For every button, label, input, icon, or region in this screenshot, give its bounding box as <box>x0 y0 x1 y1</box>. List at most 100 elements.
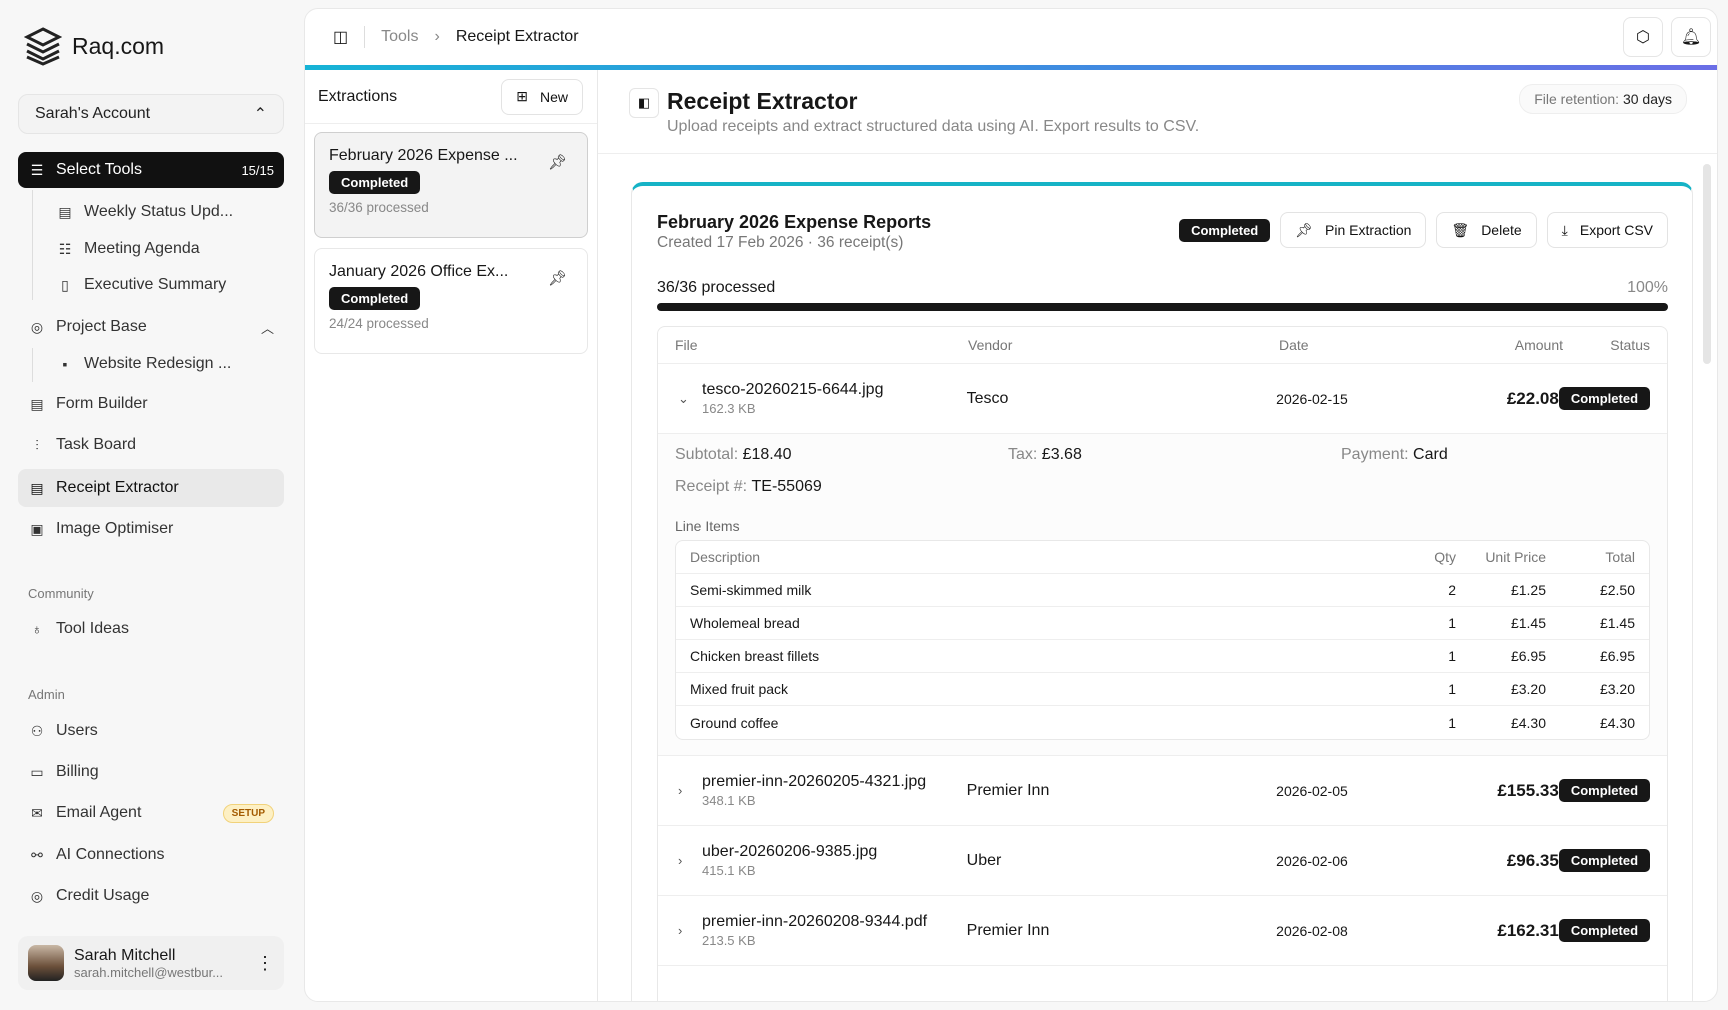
extraction-item[interactable]: January 2026 Office Ex... Completed 24/2… <box>314 248 588 354</box>
image-icon: ▣ <box>30 520 44 537</box>
line-cell: £1.45 <box>1599 615 1635 631</box>
chevron-up-icon[interactable]: ︿ <box>260 320 274 336</box>
coins-icon: ◎ <box>30 887 44 904</box>
sidebar-item-project-base[interactable]: ◎ Project Base ︿ <box>18 309 284 345</box>
vendor: Premier Inn <box>966 921 1050 939</box>
sidebar-item-executive-summary[interactable]: ▯ Executive Summary <box>46 267 284 303</box>
table-row[interactable]: › premier-inn-20260208-9344.pdf 213.5 KB … <box>658 896 1667 966</box>
line-cell: £1.25 <box>1510 582 1546 598</box>
table-row[interactable]: ⌄ tesco-20260215-6644.jpg 162.3 KB Tesco … <box>658 364 1667 434</box>
chevron-right-icon[interactable]: › <box>678 783 683 798</box>
more-vertical-icon[interactable]: ⋮ <box>256 952 274 973</box>
sidebar-item-task-board[interactable]: ⫶ Task Board <box>18 427 284 463</box>
label: Email Agent <box>56 804 142 821</box>
line-item-row: Chicken breast fillets 1 £6.95 £6.95 <box>676 640 1649 673</box>
value: £18.40 <box>742 446 792 463</box>
label: Project Base <box>56 318 147 335</box>
progress-percent: 100% <box>1627 279 1668 296</box>
status-badge: Completed <box>1558 919 1651 942</box>
logo[interactable]: Raq.com <box>24 26 164 66</box>
extractions-title: Extractions <box>318 87 398 105</box>
notifications-button[interactable]: 🔔︎ <box>1671 17 1711 57</box>
breadcrumb-current: Receipt Extractor <box>455 28 579 45</box>
file-size: 162.3 KB <box>702 401 756 416</box>
table-row[interactable]: › premier-inn-20260205-4321.jpg 348.1 KB … <box>658 756 1667 826</box>
credit-card-icon: ▭ <box>30 763 44 780</box>
date: 2026-02-06 <box>1276 852 1348 869</box>
receipt-detail: Subtotal: £18.40 Tax: £3.68 Payment: Car… <box>658 434 1667 756</box>
line-col: Qty <box>1434 549 1456 565</box>
label: Task Board <box>56 436 137 453</box>
sidebar-item-receipt-extractor[interactable]: ▤ Receipt Extractor <box>18 469 284 507</box>
label: AI Connections <box>56 846 165 863</box>
new-extraction-button[interactable]: ⊞ New <box>501 78 583 115</box>
col-file[interactable]: File <box>675 337 698 353</box>
package-search-button[interactable]: ⬡ <box>1623 17 1663 57</box>
subtotal: Subtotal: £18.40 <box>675 446 792 464</box>
pin-icon[interactable]: 📌︎ <box>547 270 567 287</box>
extraction-item[interactable]: February 2026 Expense ... Completed 36/3… <box>314 132 588 238</box>
col-amount[interactable]: Amount <box>1514 337 1563 353</box>
sidebar-item-billing[interactable]: ▭ Billing <box>18 754 284 790</box>
clipboard-list-icon: ▤ <box>30 395 44 412</box>
date: 2026-02-08 <box>1276 922 1348 939</box>
report-title: February 2026 Expense Reports <box>657 212 932 232</box>
progress-fill <box>657 303 1668 311</box>
export-csv-button[interactable]: ⤓ Export CSV <box>1546 212 1668 248</box>
receipt-icon: ▤ <box>30 479 44 496</box>
line-item-row: Mixed fruit pack 1 £3.20 £3.20 <box>676 673 1649 706</box>
label: Export CSV <box>1579 222 1653 238</box>
file-name: premier-inn-20260205-4321.jpg <box>702 773 927 790</box>
line-items-header: Description Qty Unit Price Total <box>676 541 1649 574</box>
tree-line <box>32 348 33 382</box>
compass-icon: ◎ <box>30 318 44 335</box>
amount: £96.35 <box>1506 850 1559 870</box>
label: Meeting Agenda <box>84 240 200 257</box>
breadcrumb-tools[interactable]: Tools <box>381 28 419 45</box>
sidebar-item-users[interactable]: ⚇ Users <box>18 713 284 749</box>
chevron-right-icon[interactable]: › <box>678 853 683 868</box>
sidebar-item-meeting-agenda[interactable]: ☷ Meeting Agenda <box>46 231 284 267</box>
col-vendor[interactable]: Vendor <box>968 337 1013 353</box>
chevron-down-icon[interactable]: ⌄ <box>678 390 689 406</box>
pin-extraction-button[interactable]: 📌︎ Pin Extraction <box>1280 212 1427 248</box>
sidebar-item-credit-usage[interactable]: ◎ Credit Usage <box>18 878 284 914</box>
label: Weekly Status Upd... <box>84 203 234 220</box>
setup-badge: SETUP <box>222 803 274 823</box>
sidebar-item-tool-ideas[interactable]: ♁ Tool Ideas <box>18 611 284 647</box>
user-email: sarah.mitchell@westbur... <box>74 964 224 980</box>
kanban-icon: ⫶ <box>35 436 39 453</box>
sidebar-toggle-icon[interactable]: ◫ <box>333 29 349 46</box>
line-cell: 1 <box>1448 615 1456 631</box>
scrollbar[interactable] <box>1703 164 1711 364</box>
sidebar-item-image-optimiser[interactable]: ▣ Image Optimiser <box>18 511 284 547</box>
account-name: Sarah's Account <box>35 105 151 122</box>
pin-icon[interactable]: 📌︎ <box>547 154 567 171</box>
sidebar-item-form-builder[interactable]: ▤ Form Builder <box>18 386 284 422</box>
user-card[interactable]: Sarah Mitchell sarah.mitchell@westbur... … <box>18 936 284 990</box>
line-cell: 2 <box>1448 582 1456 598</box>
brand-name: Raq.com <box>72 32 165 59</box>
sidebar-item-select-tools[interactable]: ☰ Select Tools 15/15 <box>18 152 284 188</box>
panel-toggle-icon[interactable]: ◧ <box>629 88 659 118</box>
package-search-icon: ⬡ <box>1636 29 1650 46</box>
account-switcher[interactable]: Sarah's Account ⌃ <box>18 94 284 134</box>
delete-button[interactable]: 🗑︎ Delete <box>1436 212 1537 248</box>
checklist-icon: ☷ <box>58 240 72 257</box>
col-status[interactable]: Status <box>1610 337 1650 353</box>
vendor: Premier Inn <box>966 781 1050 799</box>
table-row[interactable]: › uber-20260206-9385.jpg 415.1 KB Uber 20… <box>658 826 1667 896</box>
progress-bar <box>657 303 1668 311</box>
tax: Tax: £3.68 <box>1008 446 1082 464</box>
col-date[interactable]: Date <box>1279 337 1309 353</box>
sidebar-item-weekly-status[interactable]: ▤ Weekly Status Upd... <box>46 194 284 230</box>
sidebar-item-ai-connections[interactable]: ⚯ AI Connections <box>18 837 284 873</box>
label: File retention: <box>1534 91 1620 107</box>
chevron-right-icon[interactable]: › <box>678 923 683 938</box>
file-plus-icon: ⊞ <box>516 88 528 104</box>
pin-icon: 📌︎ <box>1295 221 1314 238</box>
label: Payment: <box>1341 446 1409 463</box>
sidebar-item-website-redesign[interactable]: ▪ Website Redesign ... <box>46 346 284 382</box>
file-size: 348.1 KB <box>702 793 756 808</box>
sidebar-item-email-agent[interactable]: ✉ Email Agent SETUP <box>18 795 284 831</box>
